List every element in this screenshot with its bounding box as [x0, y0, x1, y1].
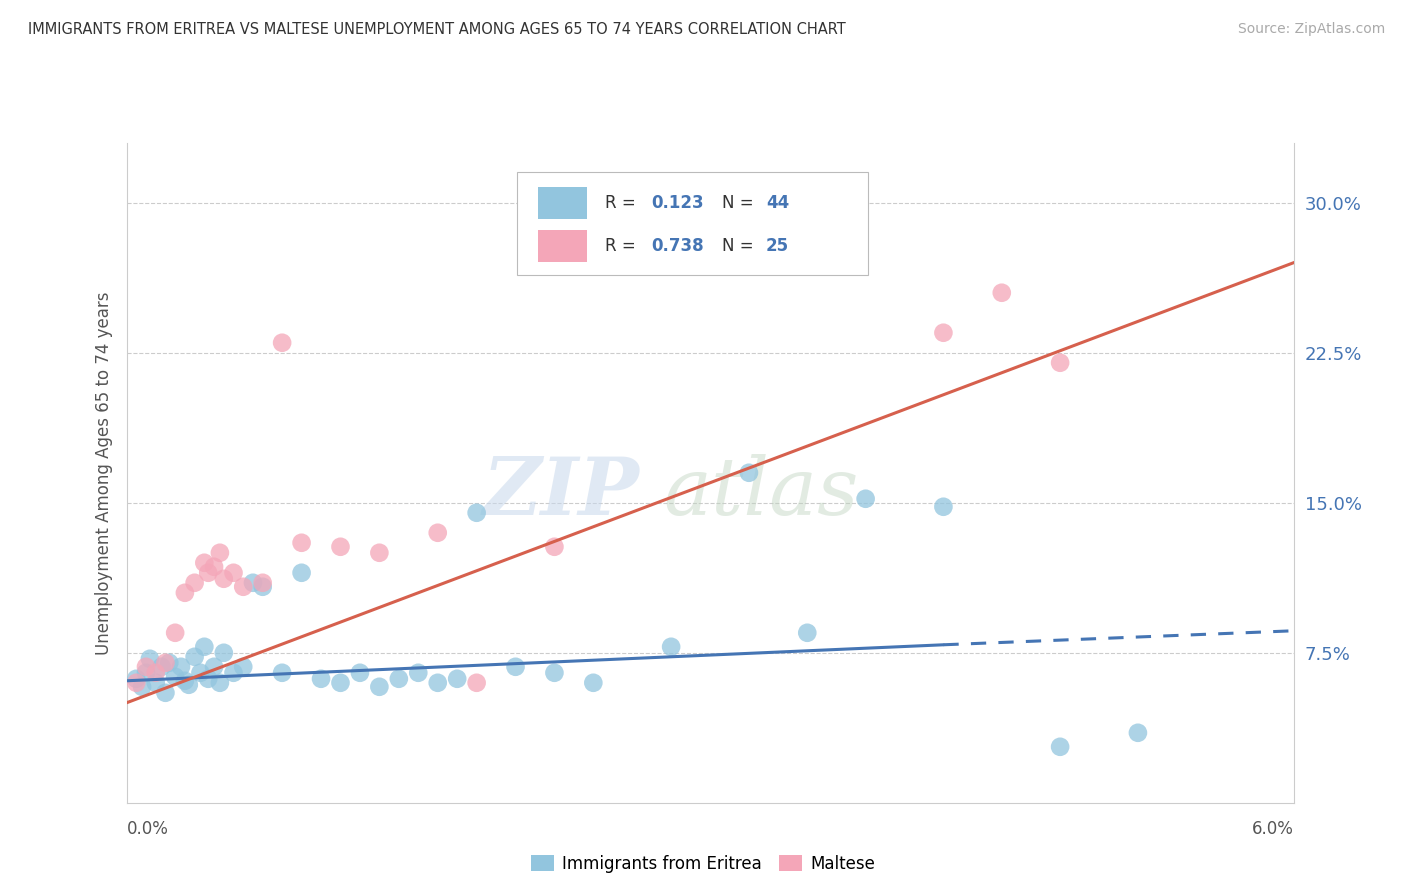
Point	[222, 566, 245, 580]
Point	[465, 675, 488, 690]
Point	[174, 673, 197, 688]
Point	[388, 672, 411, 686]
Point	[290, 566, 312, 580]
Point	[543, 540, 565, 554]
Point	[183, 575, 205, 590]
Text: ZIP: ZIP	[484, 454, 640, 532]
FancyBboxPatch shape	[538, 187, 588, 219]
Point	[155, 686, 177, 700]
Point	[368, 546, 391, 560]
Point	[368, 680, 391, 694]
Point	[202, 559, 225, 574]
Point	[131, 680, 153, 694]
Point	[426, 525, 449, 540]
Point	[271, 335, 294, 350]
Point	[212, 646, 235, 660]
Point	[271, 665, 294, 680]
Point	[1049, 739, 1071, 754]
Point	[165, 625, 187, 640]
Text: 0.738: 0.738	[652, 236, 704, 255]
Point	[125, 672, 148, 686]
Point	[197, 672, 219, 686]
Point	[855, 491, 877, 506]
FancyBboxPatch shape	[538, 230, 588, 261]
Point	[1126, 726, 1149, 740]
Point	[135, 660, 157, 674]
Point	[145, 675, 167, 690]
Point	[183, 649, 205, 664]
Point	[145, 665, 167, 680]
Point	[408, 665, 430, 680]
Point	[1049, 356, 1071, 370]
Point	[150, 660, 173, 674]
Point	[155, 656, 177, 670]
Text: 0.123: 0.123	[652, 194, 704, 211]
Point	[349, 665, 371, 680]
Point	[125, 675, 148, 690]
Point	[465, 506, 488, 520]
Point	[139, 652, 162, 666]
Point	[193, 640, 215, 654]
Text: R =: R =	[605, 236, 641, 255]
Text: atlas: atlas	[664, 454, 859, 532]
Point	[252, 575, 274, 590]
Text: 25: 25	[766, 236, 789, 255]
Point	[738, 466, 761, 480]
Point	[232, 580, 254, 594]
Point	[202, 660, 225, 674]
Point	[157, 656, 180, 670]
Point	[135, 665, 157, 680]
Point	[208, 675, 231, 690]
Point	[190, 665, 212, 680]
Text: N =: N =	[721, 236, 759, 255]
Point	[582, 675, 605, 690]
Point	[252, 580, 274, 594]
Point	[174, 586, 197, 600]
Point	[242, 575, 264, 590]
Point	[208, 546, 231, 560]
Point	[290, 535, 312, 549]
Legend: Immigrants from Eritrea, Maltese: Immigrants from Eritrea, Maltese	[524, 848, 882, 880]
Point	[446, 672, 468, 686]
Point	[796, 625, 818, 640]
Text: Source: ZipAtlas.com: Source: ZipAtlas.com	[1237, 22, 1385, 37]
Point	[426, 675, 449, 690]
Point	[932, 326, 955, 340]
Point	[932, 500, 955, 514]
Point	[165, 670, 187, 684]
Point	[193, 556, 215, 570]
Point	[990, 285, 1012, 300]
Text: N =: N =	[721, 194, 759, 211]
Text: R =: R =	[605, 194, 641, 211]
Point	[543, 665, 565, 680]
Point	[222, 665, 245, 680]
Point	[232, 660, 254, 674]
Point	[170, 660, 193, 674]
FancyBboxPatch shape	[517, 172, 868, 275]
Point	[177, 678, 200, 692]
Point	[309, 672, 332, 686]
Point	[659, 640, 682, 654]
Point	[505, 660, 527, 674]
Point	[329, 675, 352, 690]
Text: 6.0%: 6.0%	[1251, 820, 1294, 838]
Point	[197, 566, 219, 580]
Text: 44: 44	[766, 194, 789, 211]
Point	[329, 540, 352, 554]
Text: IMMIGRANTS FROM ERITREA VS MALTESE UNEMPLOYMENT AMONG AGES 65 TO 74 YEARS CORREL: IMMIGRANTS FROM ERITREA VS MALTESE UNEMP…	[28, 22, 846, 37]
Y-axis label: Unemployment Among Ages 65 to 74 years: Unemployment Among Ages 65 to 74 years	[94, 291, 112, 655]
Text: 0.0%: 0.0%	[127, 820, 169, 838]
Point	[212, 572, 235, 586]
